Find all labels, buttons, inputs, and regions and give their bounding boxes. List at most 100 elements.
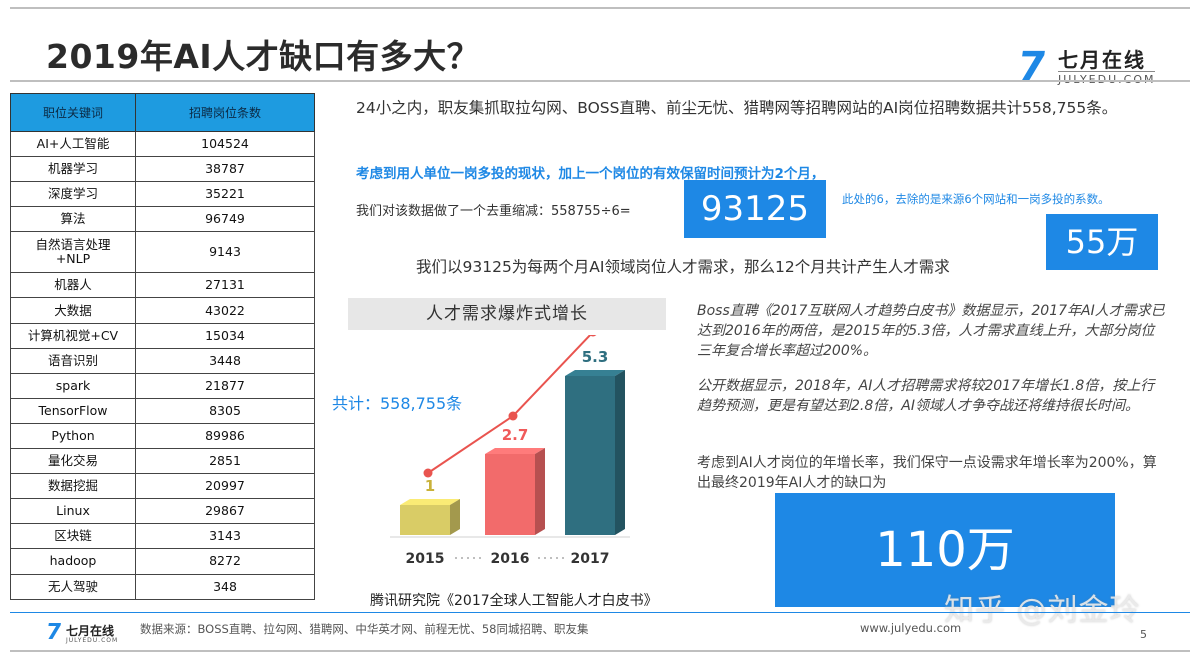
table-row: 语音识别 3448 [10, 347, 315, 374]
table-row: hadoop 8272 [10, 548, 315, 575]
footer-divider [10, 612, 1190, 613]
chart-total: 共计：558,755条 [332, 394, 463, 413]
keyword-cell: 数据挖掘 [10, 473, 136, 500]
result-55wan-box: 55万 [1046, 214, 1158, 270]
table-row: TensorFlow 8305 [10, 397, 315, 424]
chart-source: 腾讯研究院《2017全球人工智能人才白皮书》 [370, 593, 658, 609]
count-cell: 9143 [135, 231, 315, 274]
data-label-2017: 5.3 [582, 348, 609, 366]
bar-2016 [485, 454, 535, 535]
result-93125-box: 93125 [684, 180, 826, 238]
count-cell: 2851 [135, 448, 315, 475]
keyword-cell: 无人驾驶 [10, 573, 136, 600]
bar-side-2016 [535, 448, 545, 535]
footer-logo-mark: 7 [44, 620, 64, 645]
table-row: AI+人工智能 104524 [10, 130, 315, 158]
keyword-cell: 算法 [10, 206, 136, 233]
table-row: 数据挖掘 20997 [10, 473, 315, 500]
chart-title-background [348, 298, 666, 330]
count-cell: 89986 [135, 422, 315, 450]
count-cell: 21877 [135, 372, 315, 399]
bar-top-2016 [485, 448, 545, 454]
keyword-cell: TensorFlow [10, 397, 136, 424]
public-data-paragraph: 公开数据显示，2018年，AI人才招聘需求将较2017年增长1.8倍，按上行趋势… [697, 378, 1155, 414]
footer-url[interactable]: www.julyedu.com [860, 621, 962, 635]
table-row: 自然语言处理 +NLP 9143 [10, 231, 315, 274]
chart-title: 人才需求爆炸式增长 [426, 304, 588, 324]
logo-name: 七月在线 [1058, 48, 1146, 72]
table-row: 机器学习 38787 [10, 156, 315, 183]
trend-point-2017 [589, 335, 597, 337]
count-cell: 27131 [135, 272, 315, 299]
table-row: 计算机视觉+CV 15034 [10, 322, 315, 349]
table-row: spark 21877 [10, 372, 315, 399]
keyword-cell: 机器学习 [10, 156, 136, 183]
x-tick-2015: 2015 [406, 551, 445, 567]
data-label-2015: 1 [425, 477, 435, 495]
keyword-cell: 机器人 [10, 272, 136, 299]
footer-data-source: 数据来源：BOSS直聘、拉勾网、猎聘网、中华英才网、前程无忧、58同城招聘、职友… [140, 622, 589, 636]
keyword-cell: 语音识别 [10, 347, 136, 374]
zhihu-watermark: 知乎 @刘金玲 [944, 593, 1141, 628]
count-cell: 104524 [135, 130, 315, 158]
keyword-cell: hadoop [10, 548, 136, 575]
table-row: Linux 29867 [10, 498, 315, 525]
result-110wan-box: 110万 [775, 493, 1115, 607]
data-label-2016: 2.7 [502, 426, 529, 444]
assumption-note: 考虑到用人单位一岗多投的现状，加上一个岗位的有效保留时间预计为2个月， [356, 166, 825, 182]
count-cell: 43022 [135, 297, 315, 324]
annual-demand-text: 我们以93125为每两个月AI领域岗位人才需求，那么12个月共计产生人才需求 [416, 258, 950, 276]
bar-2015 [400, 505, 450, 535]
keyword-cell: Linux [10, 498, 136, 525]
x-tick-2016: 2016 [491, 551, 530, 567]
table-row: 算法 96749 [10, 206, 315, 233]
footer-logo-domain: JULYEDU.COM [66, 637, 119, 644]
table-row: 无人驾驶 348 [10, 573, 315, 600]
page-title: 2019年AI人才缺口有多大？ [46, 37, 481, 76]
count-cell: 15034 [135, 322, 315, 349]
table-row: 机器人 27131 [10, 272, 315, 299]
keyword-cell: 计算机视觉+CV [10, 322, 136, 349]
count-cell: 3448 [135, 347, 315, 374]
top-border [10, 7, 1190, 9]
logo-mark: 7 [1014, 44, 1050, 90]
bar-side-2015 [450, 499, 460, 535]
table-row: 大数据 43022 [10, 297, 315, 324]
x-tick-2017: 2017 [571, 551, 610, 567]
footer-logo-name: 七月在线 [66, 624, 115, 638]
bar-side-2017 [615, 370, 625, 535]
keyword-cell: 大数据 [10, 297, 136, 324]
bar-2017 [565, 376, 615, 535]
page-number: 5 [1140, 628, 1147, 641]
boss-report-paragraph: Boss直聘《2017互联网人才趋势白皮书》数据显示，2017年AI人才需求已达… [697, 303, 1165, 359]
keyword-cell: 区块链 [10, 523, 136, 550]
table-row: Python 89986 [10, 422, 315, 450]
keyword-cell: 自然语言处理 +NLP [10, 231, 136, 274]
brand-logo: 7 七月在线 JULYEDU.COM [1010, 40, 1180, 90]
growth-chart: 1 2015 2.7 2016 5.3 2017 [390, 335, 630, 567]
keyword-cell: 深度学习 [10, 181, 136, 208]
keyword-table: 职位关键词 招聘岗位条数 AI+人工智能 104524 机器学习 38787 深度学习 3… [10, 93, 315, 600]
divisor-note: 此处的6，去除的是来源6个网站和一岗多投的系数。 [842, 192, 1110, 206]
count-cell: 35221 [135, 181, 315, 208]
title-divider [10, 80, 1190, 82]
bottom-border [10, 650, 1190, 652]
count-cell: 96749 [135, 206, 315, 233]
keyword-cell: Python [10, 422, 136, 450]
dedup-formula: 我们对该数据做了一个去重缩减：558755÷6= [356, 204, 631, 219]
keyword-cell: AI+人工智能 [10, 130, 136, 158]
count-cell: 8272 [135, 548, 315, 575]
table-row: 区块链 3143 [10, 523, 315, 550]
header-count: 招聘岗位条数 [135, 93, 315, 132]
count-cell: 348 [135, 573, 315, 600]
bar-top-2015 [400, 499, 460, 505]
intro-paragraph: 24小之内，职友集抓取拉勾网、BOSS直聘、前尘无忧、猎聘网等招聘网站的AI岗位… [356, 99, 1118, 117]
logo-domain: JULYEDU.COM [1058, 71, 1156, 86]
count-cell: 20997 [135, 473, 315, 500]
keyword-cell: 量化交易 [10, 448, 136, 475]
count-cell: 8305 [135, 397, 315, 424]
trend-point-2016 [508, 411, 518, 421]
growth-assumption-paragraph: 考虑到AI人才岗位的年增长率，我们保守一点设需求年增长率为200%，算出最终20… [697, 455, 1157, 491]
header-keyword: 职位关键词 [10, 93, 136, 132]
